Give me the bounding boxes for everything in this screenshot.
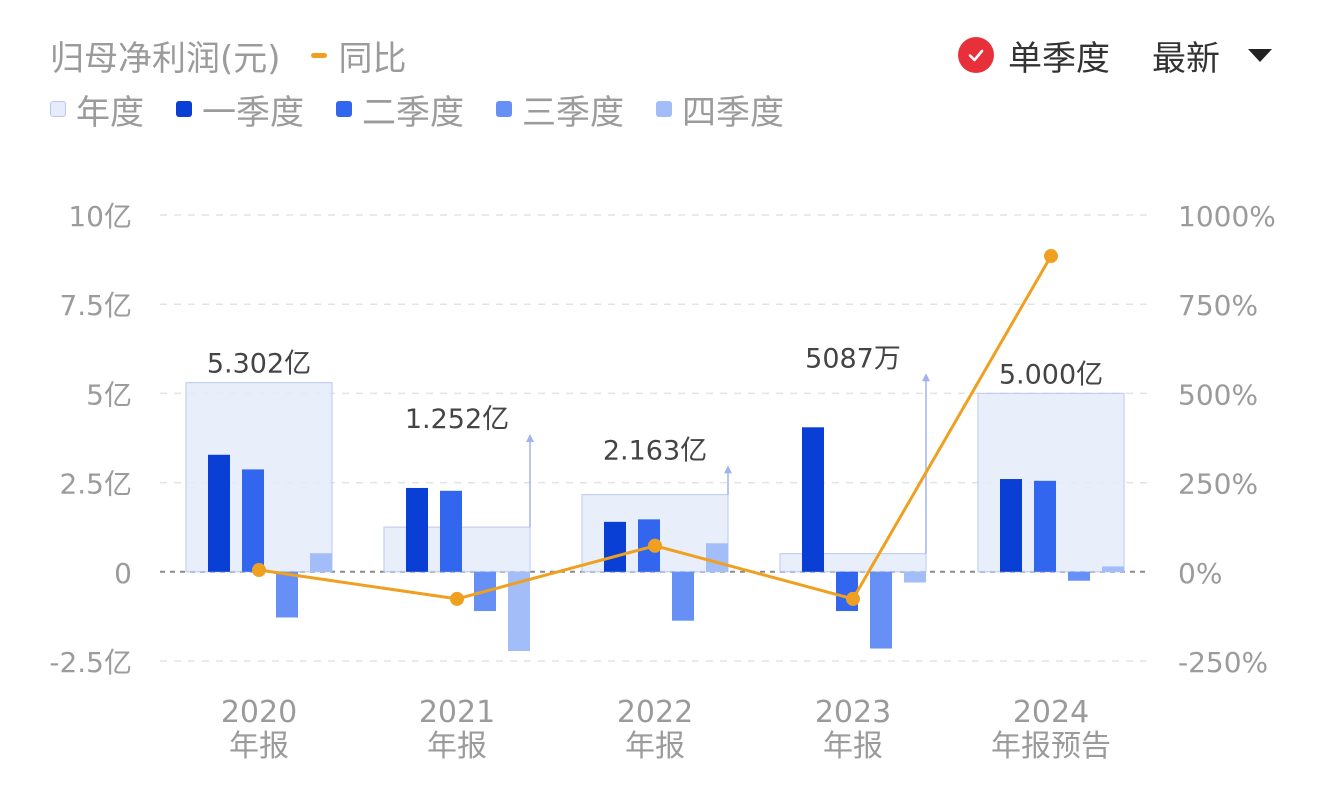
y-left-tick-label: 0 (114, 557, 132, 590)
quarter-bar-1 (406, 487, 428, 572)
legend-swatch-q4 (656, 101, 672, 117)
x-category-label: 2021 (419, 695, 495, 730)
yoy-legend-label[interactable]: 同比 (338, 38, 407, 79)
quarter-bar-4 (508, 571, 530, 652)
y-left-tick-label: 2.5亿 (59, 468, 132, 501)
quarter-bar-1 (604, 521, 626, 572)
quarter-bar-1 (1000, 479, 1022, 572)
quarter-bar-4 (1102, 566, 1124, 572)
yoy-legend-dash (310, 52, 327, 58)
y-left-tick-label: 10亿 (68, 200, 132, 233)
x-category-label: 年报 (229, 729, 289, 764)
legend-item-q4[interactable]: 四季度 (656, 85, 784, 134)
quarter-bar-2 (440, 490, 462, 572)
legend-swatch-q3 (496, 101, 512, 117)
legend-label: 三季度 (522, 92, 624, 133)
quarter-bar-3 (1068, 571, 1090, 581)
checkmark-icon[interactable] (958, 37, 994, 73)
quarter-bar-3 (276, 571, 298, 618)
legend-swatch-q1 (176, 101, 192, 117)
quarter-bar-4 (904, 571, 926, 583)
legend-label: 年度 (76, 92, 144, 133)
y-left-tick-label: -2.5亿 (49, 646, 132, 679)
quarter-bar-2 (1034, 480, 1056, 572)
legend-item-q2[interactable]: 二季度 (336, 85, 464, 134)
x-category-label: 2022 (617, 695, 693, 730)
y-right-tick-label: 750% (1178, 289, 1258, 322)
arrow-up-icon (922, 373, 930, 382)
sort-selector[interactable]: 最新 (1152, 38, 1220, 79)
x-category-label: 年报预告 (991, 729, 1111, 764)
x-category-label: 年报 (427, 729, 487, 764)
annual-value-label: 5.302亿 (207, 349, 311, 380)
quarter-bar-2 (242, 469, 264, 572)
quarter-bar-4 (310, 553, 332, 572)
yoy-point (846, 591, 860, 606)
quarter-bar-1 (208, 454, 230, 572)
arrow-up-icon (724, 465, 732, 474)
y-right-tick-label: 500% (1178, 378, 1258, 411)
chart-controls: 单季度 最新 (958, 30, 1272, 80)
x-category-label: 年报 (823, 729, 883, 764)
single-quarter-toggle[interactable]: 单季度 (1008, 38, 1110, 79)
x-category-label: 2023 (815, 695, 891, 730)
x-category-label: 2024 (1013, 695, 1089, 730)
quarter-bar-3 (870, 571, 892, 649)
y-right-tick-label: 1000% (1178, 200, 1276, 233)
y-right-tick-label: 0% (1178, 557, 1222, 590)
legend-item-q3[interactable]: 三季度 (496, 85, 624, 134)
legend-label: 二季度 (362, 92, 464, 133)
y-left-tick-label: 5亿 (86, 378, 132, 411)
arrow-up-icon (526, 433, 534, 442)
x-category-label: 2020 (221, 695, 297, 730)
y-right-tick-label: -250% (1178, 646, 1268, 679)
legend-item-q1[interactable]: 一季度 (176, 85, 304, 134)
x-category-label: 年报 (625, 729, 685, 764)
annual-bar (779, 553, 927, 573)
yoy-point (1044, 249, 1058, 264)
triangle-down-icon[interactable] (1248, 48, 1272, 62)
legend-swatch-q2 (336, 101, 352, 117)
quarter-bar-3 (672, 571, 694, 621)
yoy-point (450, 591, 464, 606)
quarter-bar-4 (706, 543, 728, 572)
quarter-bar-1 (802, 427, 824, 572)
legend-item-annual[interactable]: 年度 (50, 85, 144, 134)
chart-header: 归母净利润(元) 同比 (50, 30, 407, 80)
y-left-tick-label: 7.5亿 (59, 289, 132, 322)
legend-label: 一季度 (202, 92, 304, 133)
legend-swatch-annual (50, 101, 66, 117)
annual-value-label: 2.163亿 (603, 435, 707, 466)
yoy-point (252, 563, 266, 578)
chart-title: 归母净利润(元) (50, 38, 281, 79)
annual-value-label: 1.252亿 (405, 404, 509, 435)
annual-value-label: 5.000亿 (999, 359, 1103, 390)
annual-value-label: 5087万 (805, 343, 901, 374)
legend-label: 四季度 (682, 92, 784, 133)
legend: 年度 一季度 二季度 三季度 四季度 (50, 85, 816, 134)
y-right-tick-label: 250% (1178, 468, 1258, 501)
yoy-point (648, 538, 662, 553)
